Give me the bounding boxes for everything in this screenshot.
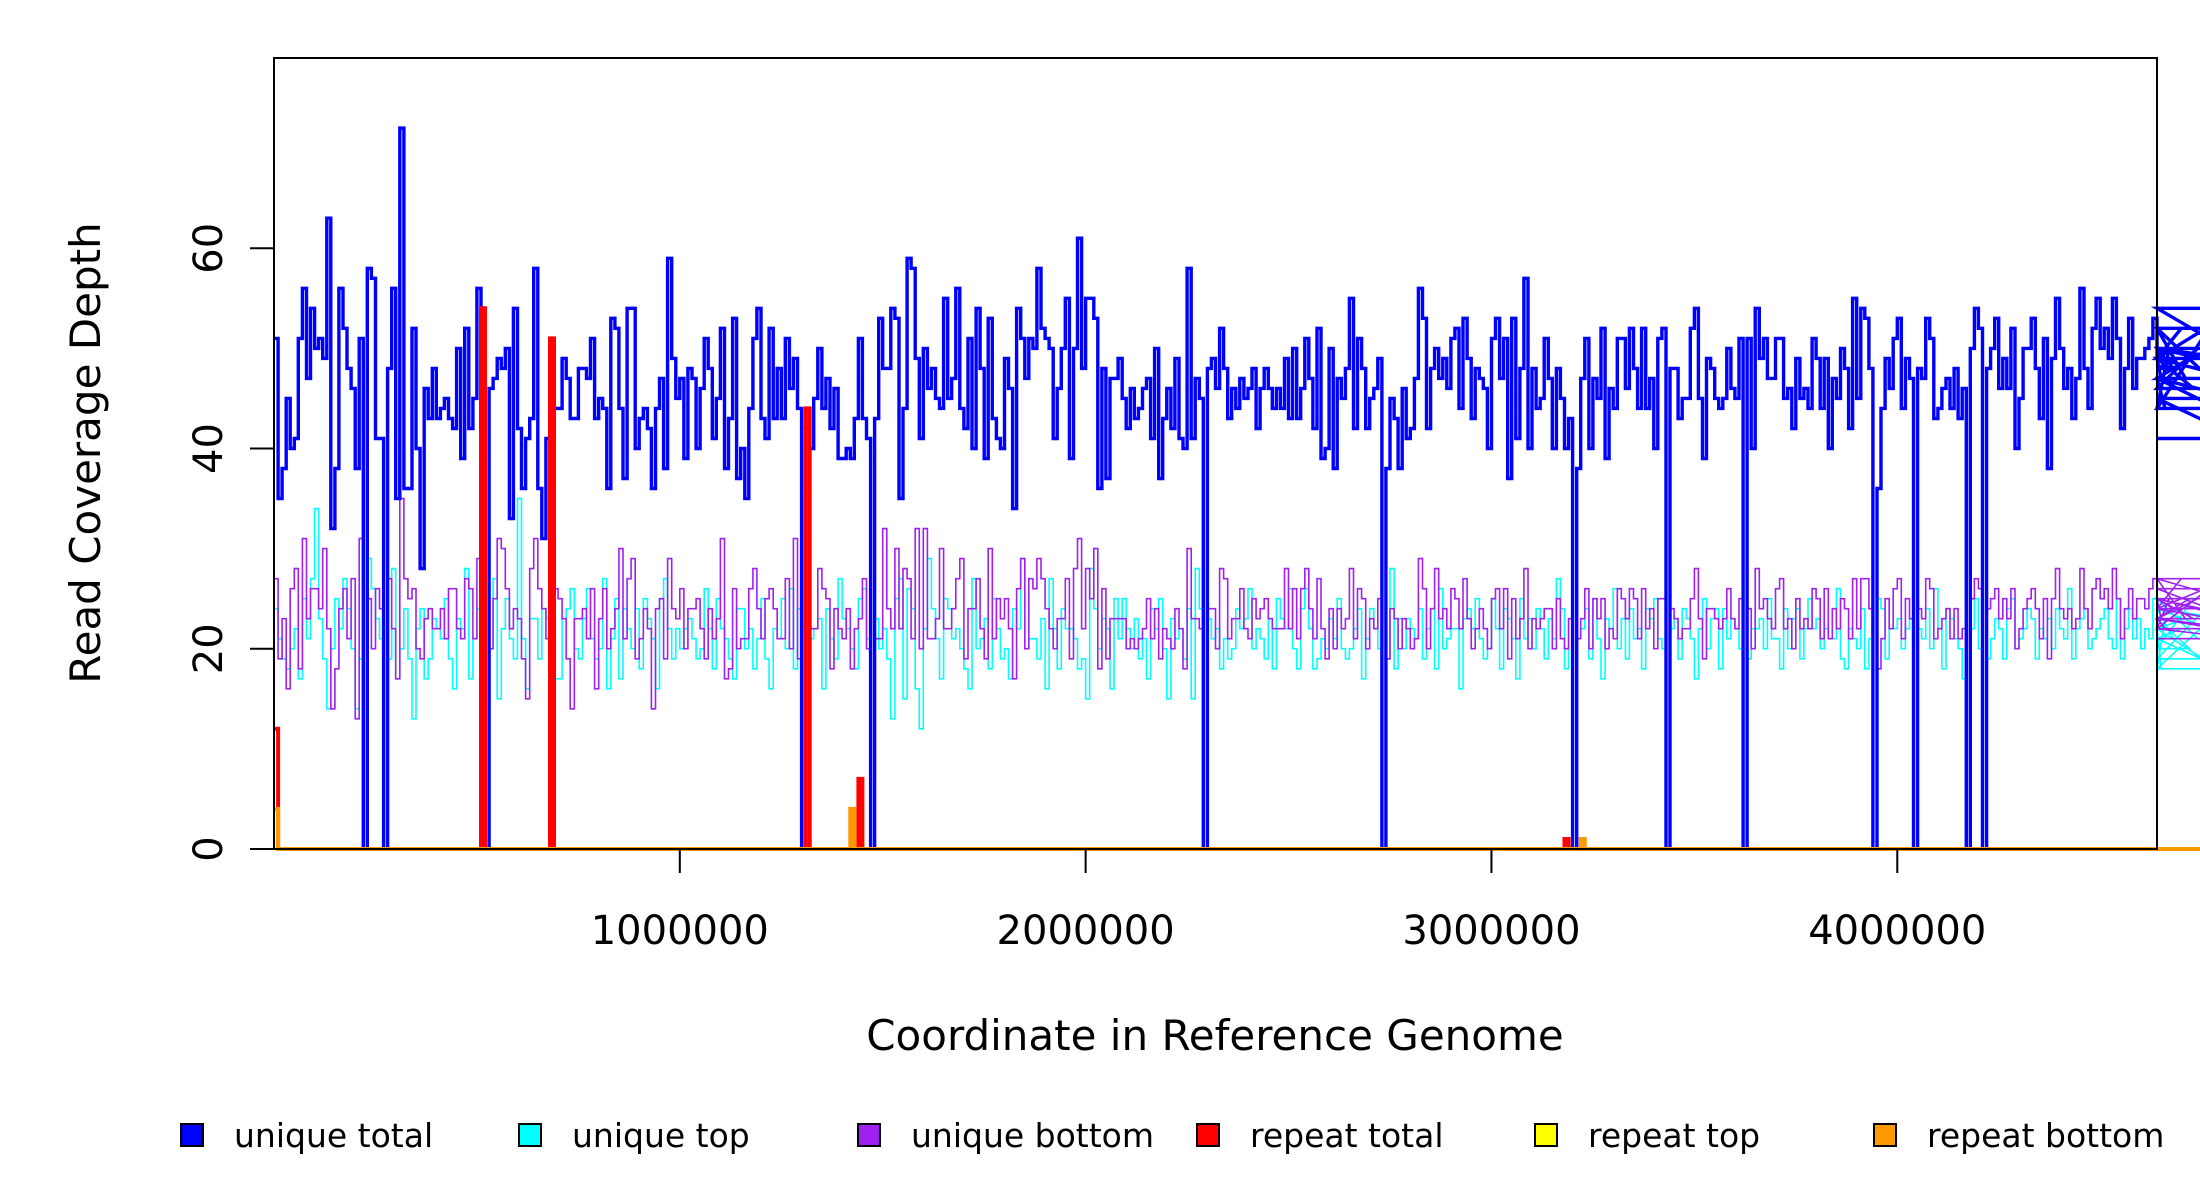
legend-label: repeat bottom <box>1927 1115 2165 1155</box>
x-tick-label: 2000000 <box>997 908 1175 954</box>
legend-item: repeat top <box>1534 1105 1760 1165</box>
legend-item: unique top <box>518 1105 750 1165</box>
legend-label: unique total <box>234 1115 434 1155</box>
legend-label: unique bottom <box>911 1115 1155 1155</box>
x-tick-label: 4000000 <box>1808 908 1986 954</box>
legend-label: repeat top <box>1588 1115 1761 1155</box>
y-tick-label: 60 <box>186 223 232 274</box>
legend-swatch <box>1534 1123 1558 1147</box>
axis-layer: 0 20 40 60 1000000 2000000 3000000 4000000 <box>186 223 1986 954</box>
legend-item: repeat total <box>1196 1105 1444 1165</box>
legend-swatch <box>1196 1123 1220 1147</box>
legend-swatch <box>518 1123 542 1147</box>
x-axis-label: Coordinate in Reference Genome <box>866 1011 1564 1060</box>
plot-svg: 0 20 40 60 1000000 2000000 3000000 4000000 Coor… <box>61 57 2200 1060</box>
plot-frame <box>273 57 2158 850</box>
y-tick-label: 0 <box>186 836 232 861</box>
series-line-unique-total <box>274 126 2200 851</box>
legend: unique total unique top unique bottom repea… <box>0 1105 2200 1165</box>
legend-swatch <box>857 1123 881 1147</box>
y-axis-label: Read Coverage Depth <box>61 222 110 683</box>
series-line-unique-bottom <box>274 487 2200 850</box>
y-tick-label: 20 <box>186 623 232 674</box>
legend-item: unique total <box>180 1105 433 1165</box>
legend-label: unique top <box>572 1115 750 1155</box>
x-tick-label: 1000000 <box>591 908 769 954</box>
legend-label: repeat total <box>1250 1115 1444 1155</box>
legend-swatch <box>1873 1123 1897 1147</box>
legend-item: unique bottom <box>857 1105 1154 1165</box>
series-layer <box>274 126 2200 851</box>
legend-swatch <box>180 1123 204 1147</box>
legend-item: repeat bottom <box>1873 1105 2164 1165</box>
y-tick-label: 40 <box>186 423 232 474</box>
series-line-unique-top <box>274 497 2200 850</box>
series-line-repeat-bottom <box>274 806 2200 851</box>
x-tick-label: 3000000 <box>1402 908 1580 954</box>
